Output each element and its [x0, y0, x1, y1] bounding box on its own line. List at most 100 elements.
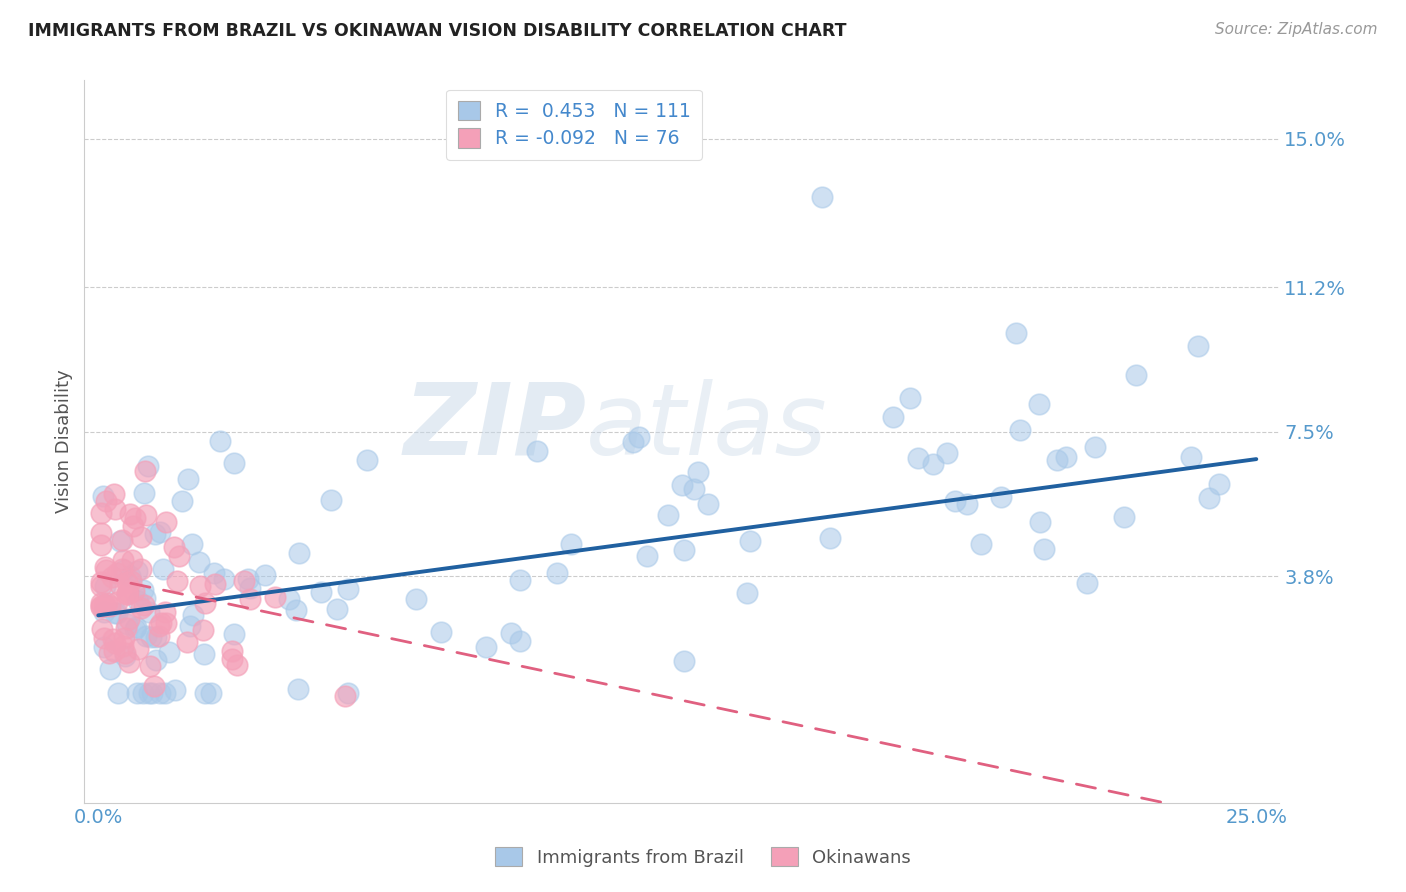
Point [124, 622, 146, 636]
Point [200, 686, 222, 700]
Point [98, 599, 121, 614]
Point [111, 533, 134, 548]
Point [115, 587, 138, 601]
Point [132, 598, 155, 612]
Point [145, 630, 167, 644]
Point [91, 622, 114, 636]
Point [1046, 452, 1069, 467]
Point [90, 525, 112, 540]
Point [526, 444, 548, 458]
Point [621, 435, 644, 450]
Point [94, 560, 117, 574]
Point [107, 686, 129, 700]
Point [134, 464, 156, 478]
Point [191, 623, 214, 637]
Point [673, 542, 696, 557]
Point [921, 457, 943, 471]
Point [149, 686, 172, 700]
Point [117, 585, 139, 599]
Point [214, 573, 236, 587]
Point [935, 446, 957, 460]
Point [114, 648, 136, 663]
Point [1112, 510, 1135, 524]
Point [162, 540, 184, 554]
Point [98, 662, 121, 676]
Point [337, 582, 360, 596]
Point [226, 657, 249, 672]
Point [112, 553, 135, 567]
Point [311, 585, 333, 599]
Point [333, 690, 356, 704]
Point [118, 568, 141, 582]
Point [697, 497, 720, 511]
Point [166, 574, 188, 588]
Point [98, 646, 121, 660]
Point [148, 619, 170, 633]
Point [104, 502, 127, 516]
Point [430, 624, 453, 639]
Point [683, 482, 706, 496]
Point [179, 619, 201, 633]
Point [93, 640, 115, 655]
Point [104, 606, 127, 620]
Y-axis label: Vision Disability: Vision Disability [55, 369, 73, 514]
Point [139, 659, 162, 673]
Point [172, 494, 194, 508]
Point [738, 534, 761, 549]
Text: Source: ZipAtlas.com: Source: ZipAtlas.com [1215, 22, 1378, 37]
Point [90, 574, 112, 589]
Point [91, 489, 114, 503]
Point [627, 430, 650, 444]
Point [129, 601, 152, 615]
Legend: Immigrants from Brazil, Okinawans: Immigrants from Brazil, Okinawans [488, 840, 918, 874]
Point [118, 508, 141, 522]
Point [474, 640, 496, 654]
Point [818, 531, 841, 545]
Point [103, 644, 125, 658]
Point [907, 450, 929, 465]
Point [90, 538, 112, 552]
Point [956, 496, 979, 510]
Point [138, 458, 160, 473]
Point [673, 654, 696, 668]
Point [101, 570, 124, 584]
Point [127, 642, 149, 657]
Point [155, 605, 177, 619]
Point [188, 579, 211, 593]
Point [152, 562, 174, 576]
Point [135, 508, 157, 522]
Point [141, 686, 163, 700]
Point [167, 549, 190, 563]
Point [103, 487, 125, 501]
Point [970, 536, 993, 550]
Point [153, 686, 176, 700]
Point [135, 629, 157, 643]
Point [181, 536, 204, 550]
Text: ZIP: ZIP [404, 378, 586, 475]
Point [194, 596, 217, 610]
Point [336, 686, 359, 700]
Point [163, 682, 186, 697]
Point [132, 686, 155, 700]
Point [134, 591, 156, 606]
Point [209, 434, 232, 448]
Point [149, 616, 172, 631]
Point [90, 599, 112, 614]
Point [131, 582, 153, 597]
Legend: R =  0.453   N = 111, R = -0.092   N = 76: R = 0.453 N = 111, R = -0.092 N = 76 [446, 90, 702, 160]
Point [108, 533, 131, 548]
Point [143, 527, 166, 541]
Point [560, 537, 582, 551]
Point [1054, 450, 1077, 465]
Point [157, 645, 180, 659]
Point [90, 599, 112, 614]
Point [811, 190, 834, 204]
Point [104, 636, 127, 650]
Point [112, 639, 135, 653]
Point [115, 616, 138, 631]
Point [148, 629, 170, 643]
Point [143, 679, 166, 693]
Point [105, 566, 128, 581]
Point [127, 564, 149, 578]
Point [882, 409, 904, 424]
